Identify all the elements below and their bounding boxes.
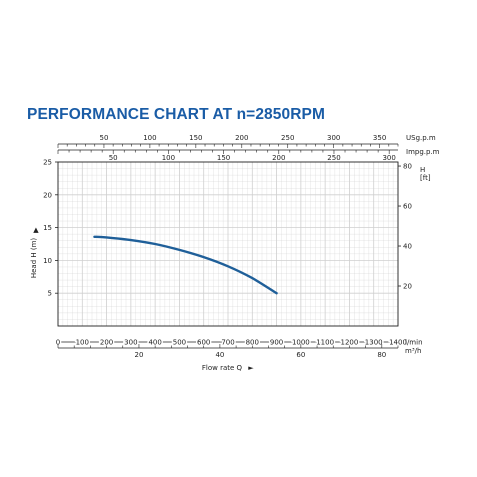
- performance-curve: [93, 235, 278, 295]
- x-tick-label: 1000: [292, 339, 310, 347]
- x-m3h-tick-label: 60: [296, 351, 305, 359]
- x-unit-impgpm: Impg.p.m: [406, 148, 440, 156]
- y-ft-tick-label: 80: [403, 163, 412, 171]
- y-ft-unit-bracket: [ft]: [420, 174, 431, 182]
- y-tick-label: 20: [43, 191, 52, 199]
- x-usgpm-tick-label: 100: [143, 134, 156, 142]
- y-ft-tick-label: 20: [403, 283, 412, 291]
- x-tick-label: 400: [148, 339, 161, 347]
- x-tick-label: 600: [197, 339, 210, 347]
- x-tick-label: 800: [246, 339, 259, 347]
- x-unit-m3h: m³/h: [405, 347, 421, 355]
- x-usgpm-tick-label: 350: [373, 134, 386, 142]
- x-usgpm-tick-label: 150: [189, 134, 202, 142]
- x-impgpm-tick-label: 150: [217, 154, 230, 162]
- plot-frame: [57, 161, 399, 327]
- x-impgpm-tick-label: 100: [162, 154, 175, 162]
- y-tick-label: 25: [43, 159, 52, 167]
- y-tick-label: 10: [43, 257, 52, 265]
- x-tick-label: 700: [221, 339, 234, 347]
- x-impgpm-tick-label: 200: [272, 154, 285, 162]
- x-tick-label: 900: [270, 339, 283, 347]
- x-tick-label: 1200: [341, 339, 359, 347]
- y-axis-arrow: ▲: [33, 226, 39, 234]
- x-m3h-tick-label: 20: [134, 351, 143, 359]
- y-axis-label: Head H (m): [30, 238, 38, 279]
- x-usgpm-tick-label: 300: [327, 134, 340, 142]
- y-tick-label: 15: [43, 224, 52, 232]
- y-ft-tick-label: 40: [403, 243, 412, 251]
- x-tick-label: 0: [56, 339, 60, 347]
- x-usgpm-tick-label: 250: [281, 134, 294, 142]
- chart-title: PERFORMANCE CHART AT n=2850RPM: [27, 106, 325, 123]
- x-impgpm-tick-label: 50: [109, 154, 118, 162]
- x-axis-label: Flow rate Q: [202, 364, 243, 372]
- x-axis-arrow: ►: [248, 364, 254, 372]
- x-tick-label: 100: [76, 339, 89, 347]
- y-ft-tick-label: 60: [403, 203, 412, 211]
- x-tick-label: 500: [173, 339, 186, 347]
- x-usgpm-tick-label: 50: [99, 134, 108, 142]
- x-m3h-tick-label: 40: [215, 351, 224, 359]
- y-tick-label: 5: [48, 290, 52, 298]
- x-impgpm-tick-label: 250: [327, 154, 340, 162]
- x-tick-label: 1300: [365, 339, 383, 347]
- x-usgpm-tick-label: 200: [235, 134, 248, 142]
- x-impgpm-tick-label: 300: [382, 154, 395, 162]
- x-tick-label: 1100: [316, 339, 334, 347]
- x-unit-usgpm: USg.p.m: [406, 134, 436, 142]
- x-tick-label: 1400: [389, 339, 407, 347]
- y-ft-unit: H: [420, 166, 425, 174]
- x-tick-label: 200: [100, 339, 113, 347]
- x-unit-lmin: l/min: [405, 339, 423, 347]
- x-m3h-tick-label: 80: [377, 351, 386, 359]
- x-tick-label: 300: [124, 339, 137, 347]
